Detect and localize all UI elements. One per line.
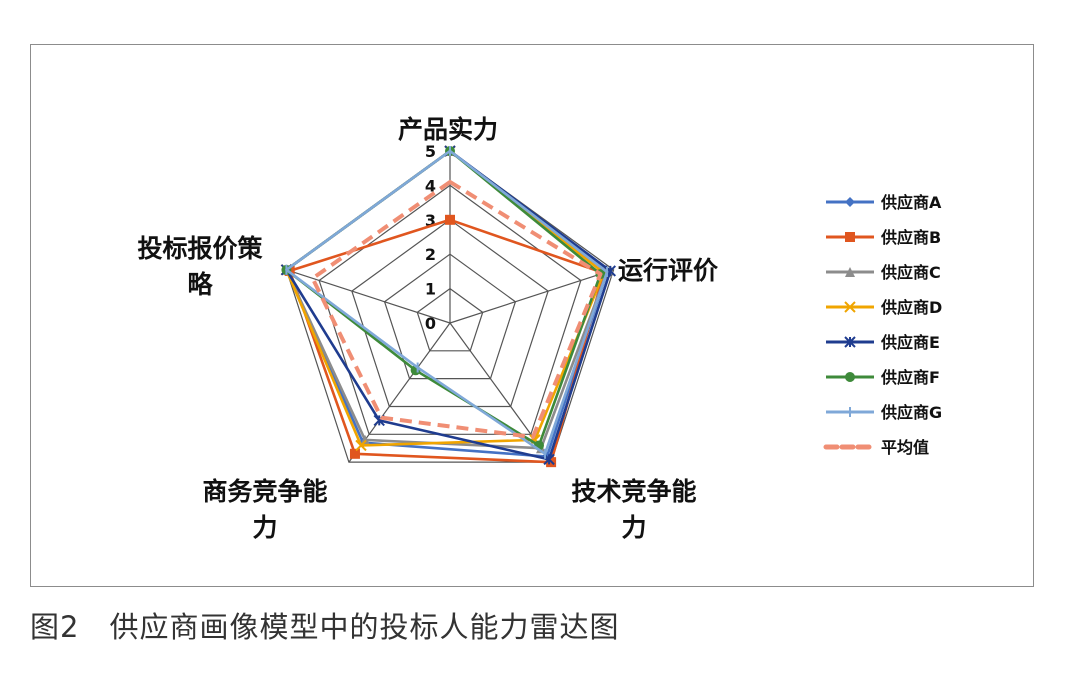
legend-label: 平均值 bbox=[881, 438, 929, 457]
axis-label: 产品实力 bbox=[398, 115, 498, 144]
legend-label: 供应商E bbox=[880, 333, 940, 352]
series-line bbox=[285, 149, 609, 456]
legend-item: 供应商G bbox=[826, 403, 942, 422]
grid-ring bbox=[351, 219, 549, 408]
series-line bbox=[285, 149, 602, 447]
marker-diamond bbox=[845, 197, 855, 207]
tick-label: 3 bbox=[425, 211, 436, 230]
marker-triangle bbox=[845, 267, 855, 277]
marker-square bbox=[349, 448, 360, 459]
series-line bbox=[285, 149, 609, 450]
legend-item: 供应商F bbox=[826, 368, 940, 387]
legend-item: 供应商E bbox=[826, 333, 940, 352]
marker-x bbox=[844, 301, 856, 313]
grid-spoke bbox=[286, 269, 451, 324]
axis-label: 力 bbox=[252, 513, 277, 542]
legend-item: 平均值 bbox=[823, 438, 929, 457]
marker-x bbox=[355, 439, 367, 452]
legend-item: 供应商C bbox=[826, 263, 941, 282]
legend-label: 供应商F bbox=[880, 368, 940, 387]
grid-spoke bbox=[449, 269, 614, 324]
figure-caption: 图2 供应商画像模型中的投标人能力雷达图 bbox=[30, 610, 620, 644]
series-6 bbox=[285, 146, 609, 459]
axis-label: 力 bbox=[621, 513, 646, 542]
legend-label: 供应商A bbox=[880, 193, 942, 212]
grid-ring bbox=[416, 287, 484, 352]
legend-item: 供应商B bbox=[826, 228, 941, 247]
series-line bbox=[288, 218, 606, 464]
axis-label: 投标报价策 bbox=[137, 234, 263, 263]
grid-ring bbox=[383, 253, 517, 380]
chart-frame bbox=[30, 44, 1034, 587]
legend-label: 供应商D bbox=[880, 298, 942, 317]
marker-triangle bbox=[360, 434, 371, 445]
tick-label: 5 bbox=[425, 142, 436, 161]
grid-ring bbox=[318, 184, 582, 435]
marker-circle bbox=[845, 372, 855, 382]
tick-label: 2 bbox=[425, 245, 436, 264]
axis-label: 商务竞争能 bbox=[202, 477, 327, 506]
axis-label: 技术竞争能 bbox=[571, 477, 696, 506]
legend-item: 供应商D bbox=[826, 298, 942, 317]
marker-square bbox=[445, 214, 455, 225]
tick-label: 4 bbox=[425, 176, 436, 195]
legend-label: 供应商B bbox=[880, 228, 941, 247]
marker-square bbox=[845, 232, 855, 242]
axis-label: 略 bbox=[187, 270, 213, 299]
marker-star bbox=[844, 336, 856, 348]
tick-label: 1 bbox=[425, 280, 436, 299]
axis-label: 运行评价 bbox=[618, 256, 719, 285]
series-7 bbox=[310, 179, 603, 440]
legend-label: 供应商G bbox=[880, 403, 942, 422]
legend-item: 供应商A bbox=[826, 193, 942, 212]
series-line bbox=[310, 179, 603, 440]
legend-label: 供应商C bbox=[880, 263, 941, 282]
tick-label: 0 bbox=[425, 314, 436, 333]
